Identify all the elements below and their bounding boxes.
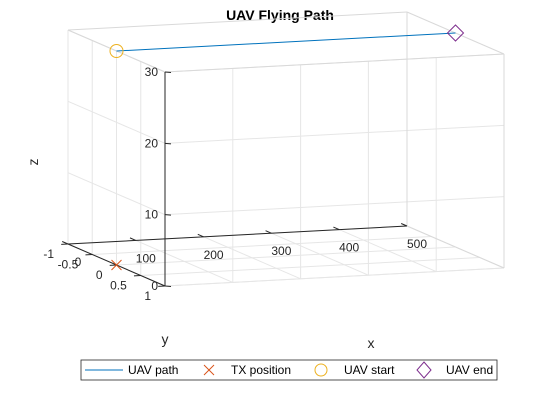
x-tick-label: 100: [136, 251, 156, 265]
chart-title: UAV Flying Path: [226, 7, 334, 23]
x-ticks: 0 100 200 300 400 500: [61, 223, 427, 269]
z-tick-label: 0: [151, 279, 158, 293]
legend-label-tx-position: TX position: [231, 363, 291, 377]
legend-x-stroke: [203, 364, 215, 376]
legend[interactable]: UAV path TX position UAV start UAV end: [80, 359, 498, 381]
x-tick-mark: [197, 233, 204, 238]
grid-line-wall-z: [67, 100, 166, 144]
marker-x-stroke: [111, 259, 122, 271]
x-tick-label: 300: [271, 244, 291, 258]
grid-line-floor-y: [116, 246, 456, 266]
grid-line-back-z: [164, 196, 505, 216]
z-ticks: 0 10 20 30: [145, 65, 172, 293]
x-tick-label: 200: [204, 248, 224, 262]
y-tick-label: -1: [43, 247, 54, 261]
grid-line-floor-y: [140, 257, 480, 276]
legend-diamond-marker: [416, 361, 432, 379]
grid-line-back-z: [164, 267, 505, 287]
x-tick-label: 500: [407, 237, 427, 251]
legend-label-uav-path: UAV path: [128, 363, 178, 377]
box-edges: [67, 11, 505, 287]
z-tick-mark: [164, 285, 172, 287]
y-tick-label: 1: [144, 289, 151, 303]
x-tick-mark: [400, 223, 408, 227]
legend-label-uav-start: UAV start: [344, 363, 395, 377]
x-tick-label: 0: [75, 255, 82, 269]
marker-tx-position: [111, 259, 122, 271]
box-edge: [67, 11, 408, 31]
x-axis-label: x: [368, 335, 375, 351]
z-tick-mark: [164, 142, 172, 145]
series-line-uav-path: [116, 32, 456, 52]
z-tick-label: 30: [145, 65, 159, 79]
x-tick-label: 400: [339, 241, 359, 255]
x-tick-mark: [129, 237, 136, 241]
marker-uav-start: [109, 44, 124, 58]
z-tick-mark: [164, 214, 172, 216]
y-ticks: -1-0.500.51: [43, 243, 166, 303]
legend-box: [80, 359, 498, 381]
x-axis-line: [67, 225, 408, 245]
y-axis-label: y: [162, 331, 169, 347]
box-edge: [164, 53, 505, 73]
box-edge: [406, 225, 505, 269]
grid: [67, 29, 505, 287]
y-tick-label: -0.5: [58, 258, 79, 272]
grid-line-back-z: [164, 124, 505, 144]
z-tick-label: 10: [145, 208, 159, 222]
z-tick-mark: [164, 71, 172, 73]
grid-line-floor-y: [92, 236, 432, 255]
marker-uav-end: [446, 24, 465, 42]
plot-area: [109, 24, 465, 271]
x-tick-mark: [265, 230, 272, 234]
legend-circle-marker: [314, 363, 328, 377]
legend-x-marker: [203, 364, 215, 376]
grid-line-wall-z: [67, 172, 166, 216]
z-axis-label: z: [25, 159, 41, 166]
x-tick-mark: [333, 226, 340, 231]
y-tick-label: 0.5: [110, 279, 127, 293]
legend-label-uav-end: UAV end: [446, 363, 493, 377]
z-tick-label: 20: [145, 136, 159, 150]
y-tick-label: 0: [96, 268, 103, 282]
